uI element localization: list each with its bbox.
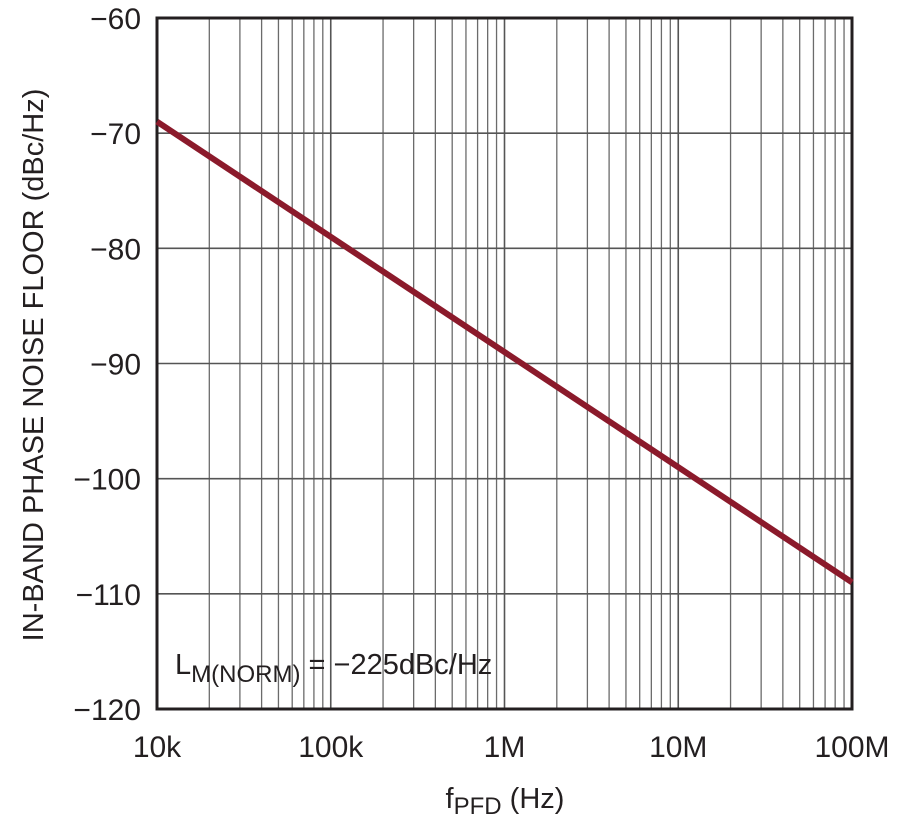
- y-tick-labels: −60 −70 −80 −90 −100 −110 −120: [73, 3, 141, 727]
- annotation-rest: = −225dBc/Hz: [300, 649, 492, 681]
- y-tick-label: −90: [90, 349, 141, 382]
- x-tick-label: 100M: [814, 731, 889, 764]
- y-tick-label: −60: [90, 3, 141, 36]
- x-axis-title: fPFD (Hz): [446, 783, 565, 820]
- x-axis-title-sub: PFD: [454, 793, 502, 820]
- annotation-sub: M(NORM): [191, 661, 300, 688]
- plot-frame: [155, 16, 854, 711]
- y-tick-label: −80: [90, 233, 141, 266]
- x-axis-title-main: f: [446, 783, 455, 815]
- annotation-label: LM(NORM) = −225dBc/Hz: [175, 649, 492, 688]
- x-tick-labels: 10k 100k 1M 10M 100M: [133, 731, 890, 764]
- series-layer: [155, 119, 854, 585]
- y-tick-label: −120: [73, 694, 141, 727]
- x-tick-label: 10k: [133, 731, 182, 764]
- x-axis-title-unit: (Hz): [502, 783, 565, 815]
- x-tick-label: 1M: [484, 731, 526, 764]
- y-tick-label: −70: [90, 118, 141, 151]
- y-axis-title: IN-BAND PHASE NOISE FLOOR (dBc/Hz): [18, 89, 50, 642]
- y-tick-label: −100: [73, 464, 141, 497]
- y-tick-label: −110: [76, 579, 141, 612]
- x-tick-label: 10M: [649, 731, 707, 764]
- series-line: [155, 119, 854, 585]
- x-tick-label: 100k: [298, 731, 364, 764]
- annotation-main: L: [175, 649, 191, 681]
